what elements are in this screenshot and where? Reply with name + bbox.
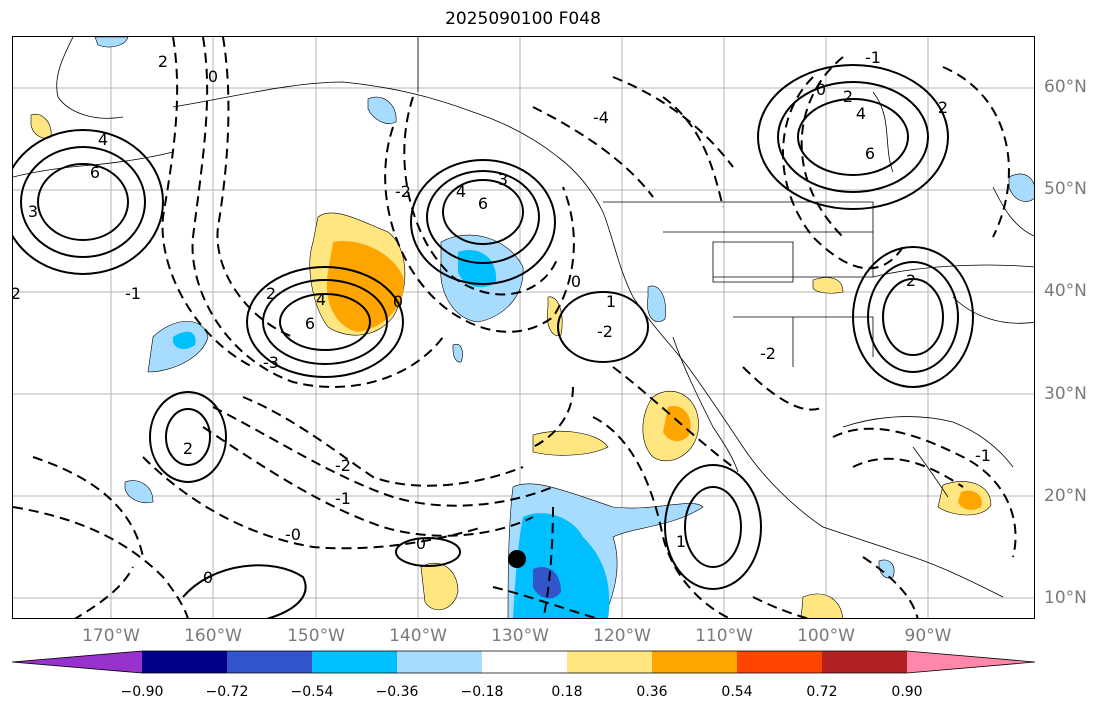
map-panel: 4 6 3 2 -2 0 4 6 -3 4 6 3 -2 2 0 -1 -0 -… (12, 36, 1035, 619)
negative-shade (458, 250, 497, 288)
dashed-contours (13, 37, 1017, 618)
lon-label: 160°W (184, 626, 242, 646)
contour-label: -2 (395, 182, 411, 201)
contour-label: 1 (676, 532, 686, 551)
contour-label: -1 (335, 489, 351, 508)
colorbar-segment (397, 651, 482, 673)
contour-label: 2 (938, 98, 948, 117)
colorbar-tick: 0.90 (891, 684, 923, 700)
contour-label: -1 (865, 48, 881, 67)
colorbar-tick: −0.54 (290, 684, 334, 700)
contour-label: 2 (183, 439, 193, 458)
contour-label: 2 (906, 271, 916, 290)
contour-label: 4 (316, 290, 326, 309)
colorbar-segment (12, 651, 142, 673)
location-marker (508, 550, 526, 568)
coastlines (13, 37, 1034, 598)
negative-shade (124, 480, 154, 504)
contour-label: -2 (13, 284, 21, 303)
colorbar-segment (482, 651, 567, 673)
contour-label: 6 (90, 163, 100, 182)
lon-label: 150°W (287, 626, 345, 646)
lat-label: 50°N (1044, 179, 1087, 199)
positive-shade (663, 406, 691, 442)
map-canvas: 4 6 3 2 -2 0 4 6 -3 4 6 3 -2 2 0 -1 -0 -… (13, 37, 1034, 618)
positive-shade (812, 277, 844, 294)
contour-label: 2 (843, 87, 853, 106)
contour-label: -4 (593, 108, 609, 127)
contour-label: 6 (865, 144, 875, 163)
contour-label: 0 (393, 292, 403, 311)
contour-labels: 4 6 3 2 -2 0 4 6 -3 4 6 3 -2 2 0 -1 -0 -… (13, 48, 991, 587)
lat-label: 40°N (1044, 281, 1087, 301)
colorbar-segment (822, 651, 907, 673)
colorbar-segment (737, 651, 822, 673)
map-title: 2025090100 F048 (445, 9, 601, 29)
negative-shade (173, 331, 196, 349)
contour-label: 6 (478, 194, 488, 213)
lon-label: 110°W (695, 626, 753, 646)
contour-label: -2 (597, 322, 613, 341)
lat-label: 20°N (1044, 486, 1087, 506)
negative-shade (533, 567, 561, 599)
colorbar-tick: −0.72 (205, 684, 249, 700)
contour-label: 2 (266, 284, 276, 303)
contour-label: -3 (263, 353, 279, 372)
negative-shade (94, 37, 129, 48)
contour-label: -2 (335, 456, 351, 475)
negative-shade (452, 343, 463, 363)
positive-shade (800, 593, 843, 618)
negative-shade (367, 96, 397, 124)
lon-label: 130°W (491, 626, 549, 646)
colorbar-tick: −0.18 (460, 684, 504, 700)
contour-label: 0 (571, 272, 581, 291)
solid-contours (13, 64, 974, 618)
lat-label: 30°N (1044, 384, 1087, 404)
colorbar-segment (652, 651, 737, 673)
positive-shade (958, 490, 982, 510)
positive-shade (30, 113, 52, 139)
colorbar-tick: −0.90 (120, 684, 164, 700)
contour-label: -2 (760, 344, 776, 363)
contour-label: 0 (416, 534, 426, 553)
contour-label: -0 (285, 525, 301, 544)
colorbar-segment (142, 651, 227, 673)
colorbar-segment (907, 651, 1035, 673)
contour-label: 0 (203, 568, 213, 587)
contour-label: 6 (305, 314, 315, 333)
lon-label: 120°W (593, 626, 651, 646)
colorbar-tick: 0.36 (636, 684, 668, 700)
colorbar-outline (11, 650, 1036, 674)
colorbar-tick: 0.54 (721, 684, 753, 700)
contour-label: 3 (28, 202, 38, 221)
colorbar (11, 650, 1036, 674)
contour-label: 4 (856, 104, 866, 123)
colorbar-segment (567, 651, 652, 673)
lat-label: 60°N (1044, 77, 1087, 97)
contour-label: 0 (816, 80, 826, 99)
contour-label: -1 (975, 446, 991, 465)
contour-label: 4 (98, 130, 108, 149)
lat-label: 10°N (1044, 588, 1087, 608)
contour-label: 1 (606, 292, 616, 311)
positive-shade (420, 562, 459, 611)
lon-label: 140°W (389, 626, 447, 646)
contour-label: 4 (456, 182, 466, 201)
colorbar-tick: −0.36 (375, 684, 419, 700)
positive-shade (532, 430, 609, 456)
lon-label: 100°W (797, 626, 855, 646)
negative-shade (647, 285, 666, 323)
contour-label: 3 (498, 170, 508, 189)
lon-label: 170°W (82, 626, 140, 646)
colorbar-segment (312, 651, 397, 673)
lon-label: 90°W (904, 626, 952, 646)
negative-shade (1008, 173, 1034, 202)
colorbar-tick: 0.72 (806, 684, 838, 700)
contour-label: 0 (208, 67, 218, 86)
colorbar-tick: 0.18 (551, 684, 583, 700)
contour-label: -1 (125, 284, 141, 303)
colorbar-segment (227, 651, 312, 673)
contour-label: 2 (158, 52, 168, 71)
